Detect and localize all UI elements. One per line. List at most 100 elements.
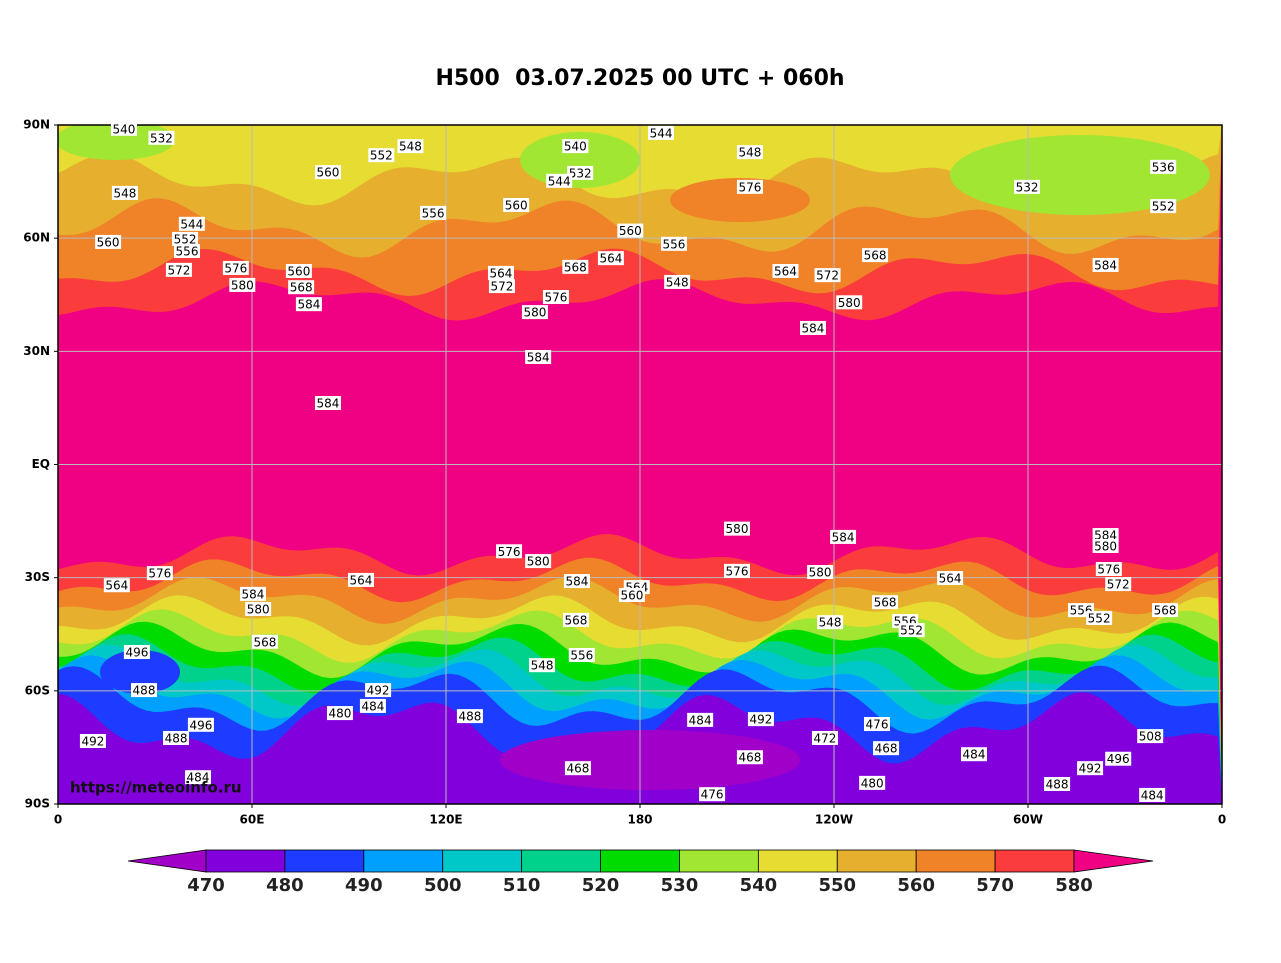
contour-label-box xyxy=(836,295,863,310)
contour-label-box xyxy=(736,179,763,194)
contour-label-box xyxy=(1077,761,1104,776)
contour-label-box xyxy=(1139,787,1166,802)
contour-label: 584 xyxy=(832,530,855,544)
y-tick-label: 30N xyxy=(23,344,50,358)
contour-label: 548 xyxy=(113,186,136,200)
x-tick-label: 60E xyxy=(240,813,265,827)
contour-label-box xyxy=(736,145,763,160)
contour-label-box xyxy=(687,712,714,727)
contour-label-box xyxy=(799,320,826,335)
contour-label: 480 xyxy=(328,707,351,721)
contour-label-box xyxy=(1092,257,1119,272)
colorbar-extend xyxy=(1073,849,1154,873)
contour-label-box xyxy=(148,130,175,145)
contour-label: 544 xyxy=(180,217,203,231)
contour-label: 576 xyxy=(148,567,171,581)
contour-label: 576 xyxy=(224,261,247,275)
contour-label-box xyxy=(288,280,315,295)
colorbar-segment xyxy=(521,849,601,873)
contour-label: 488 xyxy=(458,710,481,724)
colorbar-segment xyxy=(836,849,917,873)
contour-label: 492 xyxy=(749,713,772,727)
contour-label-box xyxy=(1014,179,1041,194)
colorbar-label: 490 xyxy=(345,875,383,896)
contour-label: 584 xyxy=(317,397,340,411)
contour-label-box xyxy=(562,139,589,154)
contour-label-box xyxy=(699,787,726,802)
contour-label-box xyxy=(1152,603,1179,618)
colorbar-label: 560 xyxy=(897,875,935,896)
contour-label: 568 xyxy=(565,613,588,627)
contour-label-box xyxy=(862,248,889,263)
contour-label: 580 xyxy=(231,278,254,292)
colorbar-segment xyxy=(757,849,838,873)
contour-label-box xyxy=(817,615,844,630)
contour-label: 568 xyxy=(564,260,587,274)
contour-label: 488 xyxy=(1046,778,1069,792)
contour-label-box xyxy=(736,750,763,765)
field-band xyxy=(670,178,810,222)
contour-label-box xyxy=(830,529,857,544)
contour-label-box xyxy=(1044,777,1071,792)
contour-label-box xyxy=(859,775,886,790)
contour-label: 484 xyxy=(361,699,384,713)
contour-label: 496 xyxy=(1107,752,1130,766)
contour-label: 476 xyxy=(701,788,724,802)
colorbar-segment xyxy=(284,849,365,873)
contour-label: 556 xyxy=(662,237,685,251)
y-tick-label: EQ xyxy=(32,457,50,471)
colorbar-label: 570 xyxy=(976,875,1014,896)
contour-label: 544 xyxy=(548,174,571,188)
contour-label-box xyxy=(110,121,137,136)
contour-label-box xyxy=(79,734,106,749)
contour-label: 568 xyxy=(874,596,897,610)
contour-label-box xyxy=(123,644,150,659)
contour-label-box xyxy=(365,683,392,698)
contour-label: 484 xyxy=(963,748,986,762)
contour-label: 552 xyxy=(1152,200,1175,214)
contour-label-box xyxy=(542,290,569,305)
contour-label-box xyxy=(95,234,122,249)
contour-label: 580 xyxy=(247,602,270,616)
colorbar-label: 580 xyxy=(1055,875,1093,896)
contour-label-box xyxy=(1086,611,1113,626)
contour-label: 576 xyxy=(726,564,749,578)
contour-label: 532 xyxy=(1016,180,1039,194)
watermark: https://meteoinfo.ru xyxy=(70,779,242,797)
contour-label-box xyxy=(251,634,278,649)
contour-label: 580 xyxy=(809,566,832,580)
contour-label-box xyxy=(529,658,556,673)
contour-label-box xyxy=(456,709,483,724)
colorbar-segment xyxy=(994,849,1075,873)
contour-label: 468 xyxy=(738,751,761,765)
contour-label: 540 xyxy=(113,122,136,136)
contour-label-box xyxy=(178,216,205,231)
contour-label: 572 xyxy=(1107,578,1130,592)
contour-label-box xyxy=(521,305,548,320)
colorbar-segment xyxy=(915,849,996,873)
field-band xyxy=(100,650,180,694)
contour-label: 584 xyxy=(242,587,265,601)
contour-label-box xyxy=(724,563,750,578)
colorbar-label: 520 xyxy=(582,875,620,896)
contour-label: 556 xyxy=(570,648,593,662)
contour-label: 580 xyxy=(838,296,861,310)
contour-label-box xyxy=(562,259,589,274)
contour-labels: 5405325485525605565605405445325445485765… xyxy=(79,121,1179,802)
contour-label-box xyxy=(872,595,899,610)
contour-label: 568 xyxy=(290,281,313,295)
contour-label: 580 xyxy=(726,522,749,536)
y-tick-label: 30S xyxy=(25,570,50,584)
contour-label-box xyxy=(146,566,173,581)
contour-label-box xyxy=(503,197,530,212)
colorbar: 470 480 490 500 510 520 530 540 550 560 570 580 xyxy=(127,849,1154,896)
contour-label: 572 xyxy=(490,280,513,294)
contour-label: 496 xyxy=(125,645,148,659)
contour-label-box xyxy=(326,706,353,721)
contour-label: 560 xyxy=(505,198,528,212)
contour-label: 488 xyxy=(165,731,188,745)
contour-label: 492 xyxy=(367,684,390,698)
contour-label: 560 xyxy=(97,235,120,249)
contour-label-box xyxy=(961,747,988,762)
contour-label-box xyxy=(165,262,192,277)
